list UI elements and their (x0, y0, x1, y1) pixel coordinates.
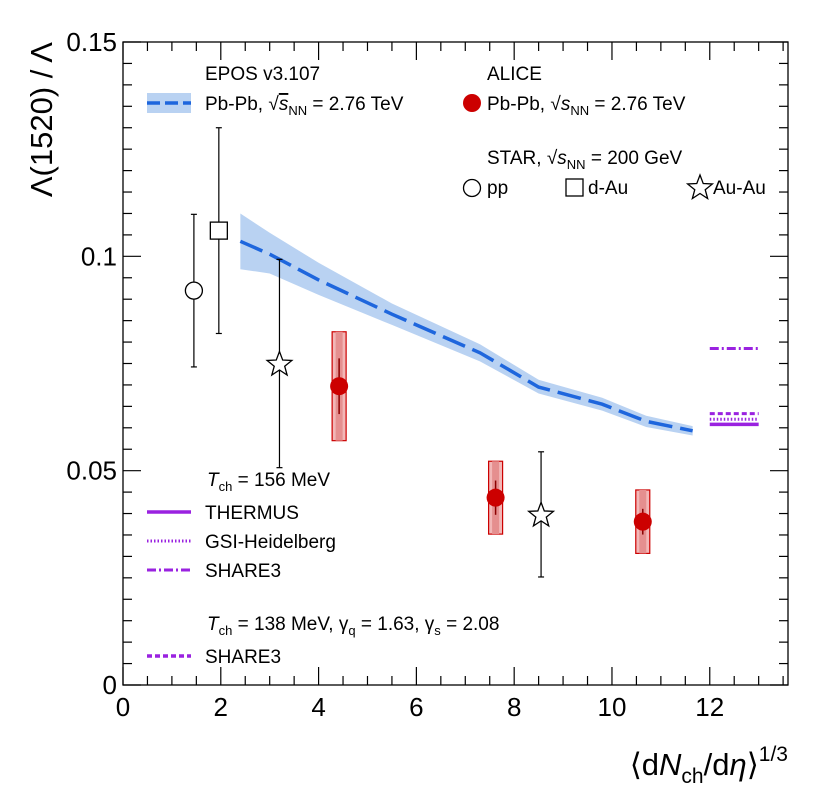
legend-share3-label: SHARE3 (205, 561, 281, 582)
legend-share3-b-label: SHARE3 (205, 647, 281, 668)
epos-band-layer (240, 213, 693, 436)
legend-gsi-label: GSI-Heidelberg (205, 532, 336, 553)
legend-pp-marker (462, 178, 482, 198)
x-tick-label: 2 (214, 692, 228, 722)
legend-pp-label: pp (487, 178, 508, 199)
legend-dau-marker (565, 178, 584, 197)
legend-auau-star-shape (685, 173, 715, 201)
y-axis-title: Λ(1520) / Λ (24, 42, 59, 197)
epos-uncertainty-band (240, 213, 693, 436)
star-auau-point (265, 349, 294, 377)
legend-auau-label: Au-Au (713, 178, 766, 199)
legend-alice-title: ALICE (487, 64, 542, 85)
alice-point (330, 377, 349, 396)
x-tick-label: 4 (311, 692, 325, 722)
legend-tch138-heading: Tch = 138 MeV, γq = 1.63, γs = 2.08 (207, 614, 499, 638)
legend-thermus-label: THERMUS (205, 503, 299, 524)
data-points-layer (184, 127, 652, 578)
x-tick-label: 0 (116, 692, 130, 722)
star-pp-point (184, 281, 204, 300)
y-tick-label: 0 (103, 670, 117, 700)
y-tick-label: 0.05 (66, 456, 117, 486)
legend-epos: EPOS v3.107 Pb-Pb, √sNN = 2.76 TeV (147, 64, 404, 118)
x-tick-label: 8 (507, 692, 521, 722)
axis-tick-labels: 0 2 4 6 8 10 12 0 0.05 0.1 0.15 (66, 27, 724, 722)
star-auau-point (526, 500, 556, 528)
legend-tch156-heading: Tch = 156 MeV (207, 470, 330, 494)
epos-curve (239, 239, 693, 433)
legend-dau-label: d-Au (588, 178, 628, 199)
legend-models-156: Tch = 156 MeV THERMUS GSI-Heidelberg SHA… (147, 470, 336, 582)
axis-ticks (122, 41, 788, 686)
y-tick-label: 0.1 (81, 241, 117, 271)
x-tick-label: 6 (409, 692, 423, 722)
x-tick-label: 10 (598, 692, 627, 722)
legend-star: STAR, √sNN = 200 GeV pp d-Au Au-Au (462, 148, 766, 201)
legend-epos-label: Pb-Pb, √sNN = 2.76 TeV (205, 94, 404, 118)
legend-auau-marker (685, 173, 715, 201)
x-tick-label: 12 (695, 692, 724, 722)
legend-models-138: Tch = 138 MeV, γq = 1.63, γs = 2.08 SHAR… (147, 614, 499, 668)
alice-point (633, 512, 652, 531)
legend-alice-marker (463, 94, 481, 112)
x-axis-title: ⟨dNch/dη⟩1/3 (630, 743, 788, 788)
star-dau-point (209, 221, 228, 240)
plot-frame (122, 41, 789, 686)
model-lines-layer (239, 239, 759, 433)
legend-star-title: STAR, √sNN = 200 GeV (487, 148, 683, 172)
legend-alice: ALICE Pb-Pb, √sNN = 2.76 TeV (463, 64, 686, 118)
y-tick-label: 0.15 (66, 27, 117, 57)
legend-epos-title: EPOS v3.107 (205, 64, 320, 85)
legend-alice-label: Pb-Pb, √sNN = 2.76 TeV (487, 94, 686, 118)
alice-point (486, 488, 505, 507)
